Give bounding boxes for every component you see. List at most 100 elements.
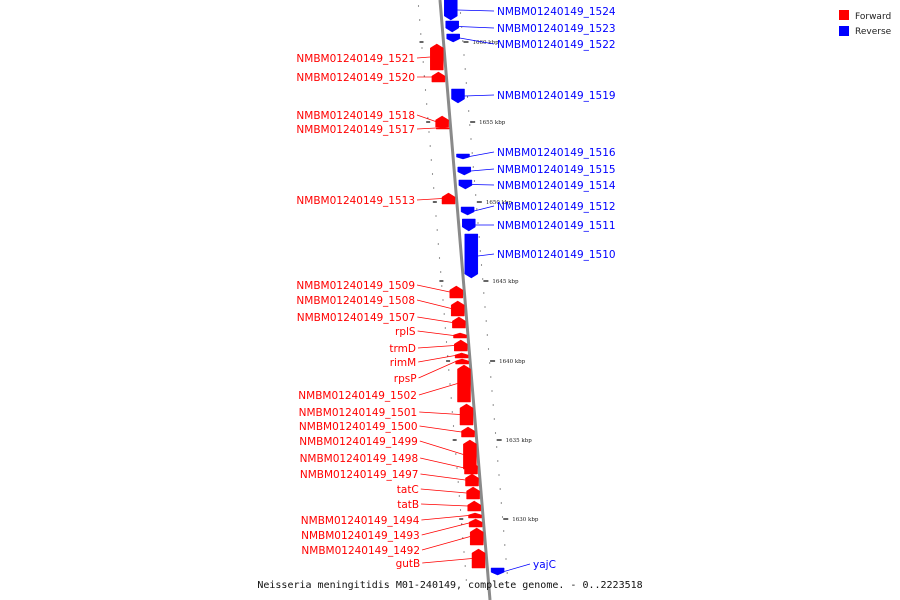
genome-backbone xyxy=(438,0,492,600)
gene-label-NMBM01240149_1507[interactable]: NMBM01240149_1507 xyxy=(297,312,416,324)
guide-dot xyxy=(498,474,500,476)
gene-arrow-NMBM01240149_1510[interactable] xyxy=(464,233,479,279)
gene-label-NMBM01240149_1524[interactable]: NMBM01240149_1524 xyxy=(497,6,616,18)
guide-dot xyxy=(429,145,431,147)
gene-label-NMBM01240149_1500[interactable]: NMBM01240149_1500 xyxy=(299,421,418,433)
gene-arrow-NMBM01240149_1520[interactable] xyxy=(431,71,446,83)
guide-dot xyxy=(440,271,442,273)
gene-arrow-NMBM01240149_1498[interactable] xyxy=(464,461,478,475)
gene-label-NMBM01240149_1520[interactable]: NMBM01240149_1520 xyxy=(296,72,415,84)
gene-label-NMBM01240149_1493[interactable]: NMBM01240149_1493 xyxy=(301,530,420,542)
gene-arrow-NMBM01240149_1494[interactable] xyxy=(468,512,482,519)
gene-arrow-NMBM01240149_1522[interactable] xyxy=(446,33,460,43)
gene-label-NMBM01240149_1514[interactable]: NMBM01240149_1514 xyxy=(497,180,616,192)
legend-swatch-reverse xyxy=(839,26,849,36)
guide-dot xyxy=(420,33,422,35)
gene-label-NMBM01240149_1497[interactable]: NMBM01240149_1497 xyxy=(300,469,419,481)
gene-label-NMBM01240149_1511[interactable]: NMBM01240149_1511 xyxy=(497,220,616,232)
gene-label-NMBM01240149_1517[interactable]: NMBM01240149_1517 xyxy=(296,124,415,136)
gene-label-NMBM01240149_1502[interactable]: NMBM01240149_1502 xyxy=(298,390,417,402)
gene-label-NMBM01240149_1519[interactable]: NMBM01240149_1519 xyxy=(497,90,616,102)
guide-dot xyxy=(504,544,506,546)
gene-arrow-rimM[interactable] xyxy=(454,352,469,359)
gene-arrow-rpsP[interactable] xyxy=(455,358,469,365)
guide-dot xyxy=(506,572,508,574)
gene-label-NMBM01240149_1516[interactable]: NMBM01240149_1516 xyxy=(497,147,616,159)
guide-dot xyxy=(492,404,494,406)
gene-leader-line xyxy=(418,383,458,396)
gene-arrow-NMBM01240149_1519[interactable] xyxy=(451,88,465,104)
gene-label-NMBM01240149_1523[interactable]: NMBM01240149_1523 xyxy=(497,23,616,35)
guide-dot xyxy=(462,40,464,42)
guide-dot xyxy=(428,131,430,133)
gene-track xyxy=(430,0,505,576)
gene-leader-line xyxy=(416,299,452,309)
gene-arrow-tatC[interactable] xyxy=(466,486,480,500)
gene-arrow-NMBM01240149_1518[interactable] xyxy=(435,115,449,128)
gene-label-yajC[interactable]: yajC xyxy=(533,559,556,571)
guide-dot xyxy=(476,208,478,210)
gene-leader-line xyxy=(459,37,495,45)
gene-label-NMBM01240149_1518[interactable]: NMBM01240149_1518 xyxy=(296,110,415,122)
gene-label-NMBM01240149_1510[interactable]: NMBM01240149_1510 xyxy=(497,249,616,261)
gene-label-rpsP[interactable]: rpsP xyxy=(394,373,417,385)
guide-dot xyxy=(485,320,487,322)
gene-arrow-NMBM01240149_1514[interactable] xyxy=(458,179,473,190)
guide-dot xyxy=(447,355,449,357)
gene-arrow-NMBM01240149_1493[interactable] xyxy=(468,518,483,528)
gene-arrow-NMBM01240149_1507[interactable] xyxy=(452,316,466,329)
gene-arrow-NMBM01240149_1512[interactable] xyxy=(460,206,475,216)
gene-label-NMBM01240149_1501[interactable]: NMBM01240149_1501 xyxy=(299,407,418,419)
gene-arrow-NMBM01240149_1497[interactable] xyxy=(465,473,479,487)
gene-label-NMBM01240149_1512[interactable]: NMBM01240149_1512 xyxy=(497,201,616,213)
gene-arrow-NMBM01240149_1524[interactable] xyxy=(444,0,458,21)
gene-leader-line xyxy=(504,563,531,572)
gene-arrow-NMBM01240149_1511[interactable] xyxy=(462,218,476,232)
gene-arrow-rplS[interactable] xyxy=(453,332,467,339)
gene-arrow-NMBM01240149_1500[interactable] xyxy=(461,426,475,438)
legend-swatch-forward xyxy=(839,10,849,20)
gene-label-tatB[interactable]: tatB xyxy=(397,499,419,511)
scale-tick-label: 1640 kbp xyxy=(499,359,526,365)
gene-label-trmD[interactable]: trmD xyxy=(389,343,416,355)
gene-arrow-NMBM01240149_1513[interactable] xyxy=(441,192,456,205)
gene-label-NMBM01240149_1521[interactable]: NMBM01240149_1521 xyxy=(296,53,415,65)
gene-arrow-NMBM01240149_1509[interactable] xyxy=(449,285,464,299)
scale-tick-label: 1645 kbp xyxy=(492,279,519,285)
gene-leader-line xyxy=(417,345,455,349)
gene-label-NMBM01240149_1513[interactable]: NMBM01240149_1513 xyxy=(296,195,415,207)
guide-dot xyxy=(480,264,483,266)
guide-dot xyxy=(450,397,452,399)
gene-label-NMBM01240149_1499[interactable]: NMBM01240149_1499 xyxy=(299,436,418,448)
guide-dot xyxy=(477,222,479,224)
gene-arrow-NMBM01240149_1502[interactable] xyxy=(457,364,471,403)
gene-leader-line xyxy=(477,253,495,257)
gene-arrow-NMBM01240149_1517[interactable] xyxy=(435,126,450,130)
gene-arrow-gutB[interactable] xyxy=(471,548,486,569)
gene-arrow-NMBM01240149_1508[interactable] xyxy=(450,300,465,317)
gene-arrow-yajC[interactable] xyxy=(490,567,505,576)
gene-label-gutB[interactable]: gutB xyxy=(396,558,421,570)
gene-label-NMBM01240149_1508[interactable]: NMBM01240149_1508 xyxy=(296,295,415,307)
gene-arrow-trmD[interactable] xyxy=(454,339,468,352)
gene-label-rplS[interactable]: rplS xyxy=(395,326,416,338)
gene-arrow-NMBM01240149_1521[interactable] xyxy=(430,43,444,71)
guide-dot xyxy=(497,460,499,462)
gene-label-NMBM01240149_1509[interactable]: NMBM01240149_1509 xyxy=(296,280,415,292)
gene-arrow-NMBM01240149_1516[interactable] xyxy=(456,153,470,160)
gene-arrow-NMBM01240149_1501[interactable] xyxy=(459,403,474,426)
gene-label-NMBM01240149_1492[interactable]: NMBM01240149_1492 xyxy=(301,545,420,557)
gene-arrow-tatB[interactable] xyxy=(467,500,481,512)
guide-dot xyxy=(417,5,420,7)
gene-arrow-NMBM01240149_1492[interactable] xyxy=(469,527,484,546)
gene-label-tatC[interactable]: tatC xyxy=(397,484,419,496)
gene-arrow-NMBM01240149_1515[interactable] xyxy=(457,166,472,176)
gene-label-NMBM01240149_1498[interactable]: NMBM01240149_1498 xyxy=(300,453,419,465)
guide-dot xyxy=(503,530,505,532)
gene-label-rimM[interactable]: rimM xyxy=(390,357,417,369)
gene-label-NMBM01240149_1515[interactable]: NMBM01240149_1515 xyxy=(497,164,616,176)
guide-dot xyxy=(430,159,432,161)
gene-arrow-NMBM01240149_1523[interactable] xyxy=(445,20,459,33)
gene-label-NMBM01240149_1522[interactable]: NMBM01240149_1522 xyxy=(497,39,616,51)
gene-label-NMBM01240149_1494[interactable]: NMBM01240149_1494 xyxy=(301,515,420,527)
